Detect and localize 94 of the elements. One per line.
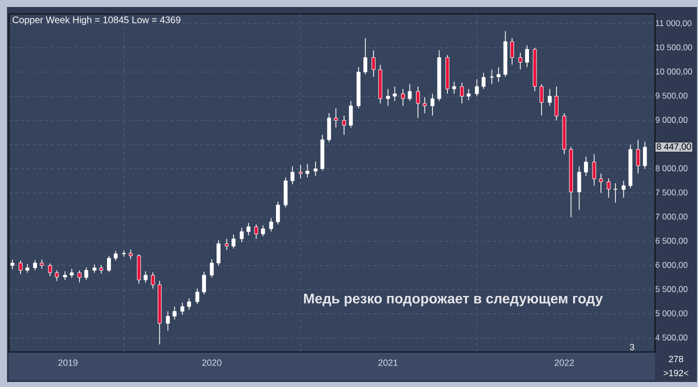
candlestick	[642, 141, 647, 170]
candlestick	[298, 164, 303, 179]
candlestick	[327, 112, 332, 143]
annotation: 8 447,00	[656, 143, 691, 151]
candlestick	[452, 81, 456, 94]
candlestick	[598, 173, 603, 194]
candlestick	[525, 45, 530, 68]
text: 278	[668, 356, 684, 362]
candlestick	[172, 306, 177, 320]
candlestick	[510, 38, 514, 66]
candlestick	[144, 270, 148, 284]
candlestick	[10, 259, 14, 270]
candlestick	[290, 166, 294, 185]
candlestick	[392, 86, 397, 102]
x-tick-label: 2022	[554, 360, 574, 366]
annotation: Медь резко подорожает в следующем году	[304, 294, 603, 306]
candlestick	[577, 166, 582, 210]
candlestick	[48, 263, 52, 276]
candlestick	[40, 259, 44, 270]
candlestick	[416, 86, 420, 118]
candlestick	[490, 69, 494, 85]
candlestick	[496, 66, 501, 82]
candlestick	[202, 271, 206, 295]
x-tick-label: 2019	[58, 360, 78, 366]
chart-title: Copper Week High = 10845 Low = 4369	[12, 16, 180, 26]
candlestick	[408, 84, 412, 102]
candlestick	[636, 139, 640, 174]
candlestick	[422, 96, 427, 114]
candlestick	[584, 156, 588, 176]
candlestick	[18, 260, 23, 275]
candlestick	[114, 250, 118, 262]
candlestick	[363, 38, 368, 75]
y-tick-label: 10 500,00	[656, 44, 692, 52]
annotation: 3	[630, 344, 634, 350]
candlestick	[314, 161, 318, 176]
candlestick	[606, 178, 611, 198]
candlestick	[70, 268, 74, 278]
y-tick-label: 5 000,00	[656, 310, 688, 318]
candlestick	[54, 270, 59, 282]
candlestick	[210, 258, 214, 278]
candlestick	[482, 72, 486, 90]
candlestick	[334, 108, 338, 128]
candlestick	[224, 238, 229, 250]
candlestick	[187, 298, 192, 310]
y-tick-label: 6 500,00	[656, 238, 688, 245]
candlestick	[342, 115, 346, 136]
candlestick	[401, 88, 405, 106]
text: >192<	[664, 370, 688, 376]
x-tick-label: 2020	[202, 360, 222, 366]
candlestick	[592, 154, 596, 186]
candlestick	[305, 163, 310, 178]
candlestick	[195, 288, 200, 305]
candlestick	[276, 201, 280, 225]
candlestick	[386, 88, 390, 106]
y-tick-label: 5 500,00	[656, 286, 688, 294]
candlestick	[78, 270, 82, 283]
y-tick-label: 7 000,00	[656, 214, 688, 221]
candlestick	[232, 234, 236, 249]
candlestick	[269, 218, 274, 232]
candlestick	[466, 88, 471, 100]
candlestick	[622, 180, 626, 198]
candlestick	[460, 82, 464, 104]
y-tick-label: 11 000,00	[656, 20, 692, 28]
candlestick	[128, 249, 133, 260]
candlestick	[240, 227, 244, 243]
candlestick	[372, 50, 376, 78]
candlestick	[150, 272, 155, 290]
y-tick-label: 6 000,00	[656, 262, 688, 269]
candlestick	[216, 240, 220, 266]
candlestick	[246, 222, 250, 236]
candlestick	[180, 302, 184, 316]
candlestick	[107, 255, 111, 273]
candlestick	[613, 182, 618, 203]
candlestick	[254, 224, 258, 240]
candlestick	[540, 84, 544, 116]
y-tick-label: 10 000,00	[656, 68, 692, 76]
candlestick	[63, 270, 67, 280]
y-tick-label: 9 500,00	[656, 92, 688, 100]
y-tick-label: 4 500,00	[655, 334, 688, 342]
candlestick	[548, 88, 552, 106]
candlestick	[261, 224, 265, 237]
y-tick-label: 9 000,00	[656, 116, 688, 124]
candlestick	[33, 260, 38, 271]
y-tick-label: 7 500,00	[656, 189, 688, 196]
candlestick	[84, 266, 88, 280]
candlestick	[122, 250, 126, 258]
candlestick	[430, 93, 434, 116]
candlestick	[348, 100, 353, 128]
candlestick	[518, 52, 522, 70]
y-tick-label: 8 000,00	[656, 165, 688, 172]
x-tick-label: 2021	[378, 360, 398, 366]
candlestick	[554, 86, 558, 121]
candlestick	[474, 78, 479, 97]
candlestick	[166, 310, 170, 332]
